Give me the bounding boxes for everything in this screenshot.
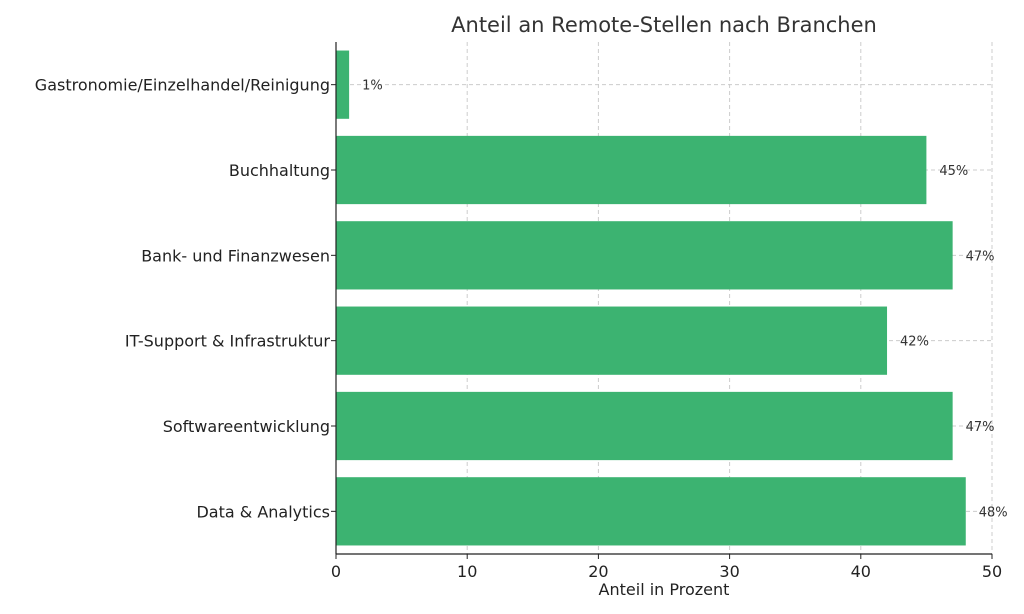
category-label: Gastronomie/Einzelhandel/Reinigung xyxy=(35,76,330,95)
chart-title: Anteil an Remote-Stellen nach Branchen xyxy=(451,13,877,37)
bar-value-label: 47% xyxy=(966,420,995,435)
category-label: Bank- und Finanzwesen xyxy=(141,246,330,265)
bar-value-label: 45% xyxy=(939,164,968,179)
category-label: IT-Support & Infrastruktur xyxy=(125,332,331,351)
bar xyxy=(336,50,350,119)
x-axis-title: Anteil in Prozent xyxy=(599,580,730,599)
category-label: Data & Analytics xyxy=(196,502,330,521)
x-tick-label: 10 xyxy=(457,562,477,581)
x-tick-label: 30 xyxy=(719,562,739,581)
axes: Gastronomie/Einzelhandel/Reinigung Buchha… xyxy=(35,42,1002,581)
category-label: Softwareentwicklung xyxy=(163,417,330,436)
x-tick-label: 0 xyxy=(331,562,341,581)
bar xyxy=(336,135,927,205)
bar xyxy=(336,306,888,375)
category-label: Buchhaltung xyxy=(229,161,330,180)
bar xyxy=(336,477,966,546)
x-tick-label: 20 xyxy=(588,562,608,581)
bar-value-label: 42% xyxy=(900,335,929,350)
x-tick-label: 40 xyxy=(851,562,871,581)
bar-value-label: 47% xyxy=(966,249,995,264)
x-tick-label: 50 xyxy=(982,562,1002,581)
bar-value-label: 48% xyxy=(979,505,1008,520)
bars: 1% 45% 47% 42% 47% 48% xyxy=(336,50,1008,546)
bar xyxy=(336,391,953,461)
bar xyxy=(336,221,953,290)
bar-value-label: 1% xyxy=(362,79,383,94)
